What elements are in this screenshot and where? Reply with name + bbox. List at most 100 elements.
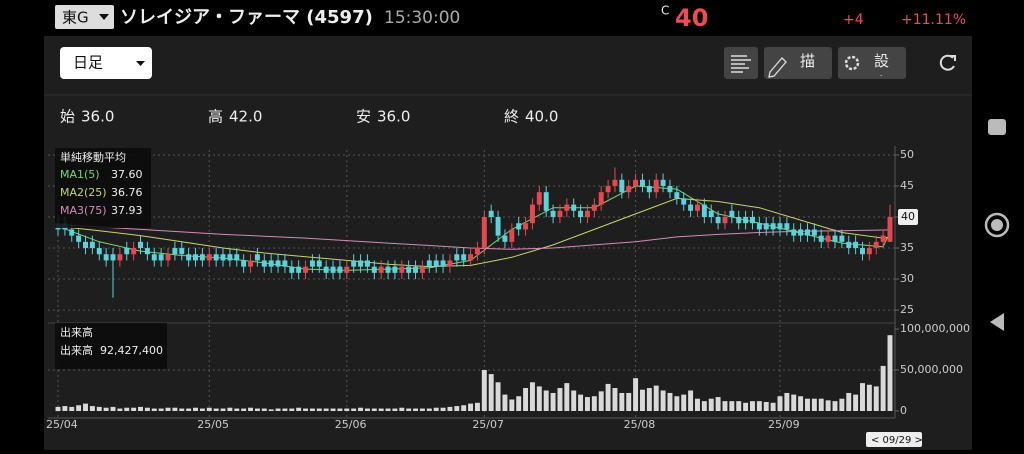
volume-bar (330, 408, 336, 411)
volume-bar (468, 403, 474, 411)
volume-bar (550, 392, 556, 411)
draw-button[interactable] (764, 47, 832, 79)
volume-bar (743, 402, 749, 411)
candle-body (268, 260, 274, 267)
nav-back[interactable] (990, 313, 1004, 331)
ohlc-value: 36.0 (377, 108, 410, 126)
volume-bar (179, 408, 185, 411)
refresh-arrow (950, 55, 956, 61)
candle-body (529, 204, 535, 224)
volume-bar (351, 408, 357, 411)
settings-button[interactable] (838, 47, 906, 79)
volume-bar (523, 388, 529, 411)
market: 東G (62, 9, 89, 27)
candle-body (323, 266, 329, 273)
candle-body (351, 260, 357, 267)
ohlc-label: 高 (208, 108, 223, 126)
volume-bar (454, 406, 460, 411)
candle-body (371, 266, 377, 273)
volume-bar (296, 407, 302, 411)
volume-bar (488, 374, 494, 411)
time: 15:30:00 (384, 8, 460, 28)
candle-body (832, 235, 838, 242)
candle-body (364, 260, 370, 267)
volume-bar (791, 394, 797, 411)
x-tick-label: 25/05 (197, 418, 229, 431)
candle-body (474, 248, 480, 255)
volume-bar (268, 409, 274, 411)
candle-body (358, 260, 364, 267)
candle-body (275, 260, 281, 267)
volume-bar (811, 398, 817, 411)
volume-bar (172, 407, 178, 411)
candle-body (454, 254, 460, 261)
candle-body (770, 223, 776, 230)
legend-name: MA2(25) (60, 186, 107, 199)
candle-body (722, 217, 728, 224)
candle-body (117, 254, 123, 261)
volume-bar (825, 400, 831, 411)
volume-bar (605, 383, 611, 411)
market-select[interactable] (55, 5, 114, 29)
x-tick-label: 25/08 (624, 418, 656, 431)
volume-bar (358, 407, 364, 411)
volume-legend-value: 92,427,400 (100, 344, 163, 357)
volume-bar (371, 408, 377, 411)
volume-bar (433, 407, 439, 411)
volume-bar (392, 408, 398, 411)
volume-bar (220, 408, 226, 411)
candle-body (193, 254, 198, 261)
nav-home[interactable] (984, 212, 1010, 238)
nav-recent[interactable] (988, 119, 1006, 135)
candle-body (440, 260, 446, 267)
candle-body (419, 266, 425, 273)
volume-bar (529, 382, 535, 411)
volume-bar (887, 335, 893, 411)
y-tick-label: 45 (900, 179, 914, 192)
volume-bar (275, 408, 281, 411)
candle-body (144, 248, 150, 255)
volume-bar (598, 391, 604, 411)
volume-bar (138, 406, 143, 411)
candle-body (413, 266, 419, 273)
candle-body (213, 254, 219, 261)
volume-bar (756, 401, 762, 411)
candle-body (83, 241, 88, 249)
candle-body (646, 185, 652, 193)
candle-body (605, 185, 611, 193)
volume-bar (193, 407, 198, 411)
chart: 25 30 35 40 45 50 0 50,000,000 100,000,000 25/04 2… (46, 146, 970, 447)
ohlc-bar: 始 36.0 高 42.0 安 36.0 終 40.0 (60, 108, 558, 126)
candle-body (578, 210, 584, 218)
volume-bar (144, 407, 150, 411)
volume-bar (76, 405, 82, 411)
candle-body (584, 210, 590, 218)
candle-body (89, 241, 95, 249)
volume-bar (880, 365, 886, 411)
candle-body (866, 248, 872, 255)
volume-bar (289, 408, 295, 411)
volume-bar (206, 407, 212, 411)
volume-bar (536, 386, 542, 411)
candle-body (495, 217, 501, 236)
candle-body (316, 260, 322, 267)
candle-body (811, 229, 817, 236)
candle-body (234, 254, 240, 261)
volume-bar (736, 401, 742, 411)
draw-label-box: 描画 (800, 52, 815, 76)
refresh-icon[interactable] (939, 54, 955, 71)
candle-body (227, 254, 233, 261)
candle-body (261, 260, 267, 267)
candle-body (681, 198, 687, 205)
candle-body (392, 266, 398, 273)
list-button[interactable] (724, 47, 758, 79)
volume-bar (213, 408, 219, 411)
candle-body (165, 254, 171, 261)
y-tick-label: 0 (900, 404, 907, 417)
period-select[interactable] (60, 47, 152, 79)
candle-body (612, 179, 618, 186)
volume-bar (440, 407, 446, 411)
candle-body (818, 235, 824, 242)
candle-body (708, 210, 714, 218)
